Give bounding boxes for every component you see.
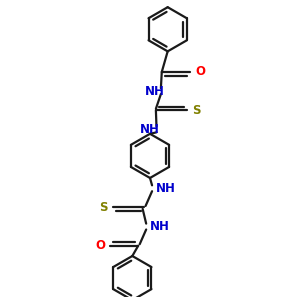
Text: O: O	[195, 65, 205, 79]
Text: NH: NH	[150, 220, 170, 233]
Text: S: S	[99, 201, 108, 214]
Text: NH: NH	[140, 123, 160, 136]
Text: NH: NH	[145, 85, 164, 98]
Text: S: S	[192, 104, 201, 117]
Text: NH: NH	[156, 182, 176, 195]
Text: O: O	[95, 239, 105, 252]
